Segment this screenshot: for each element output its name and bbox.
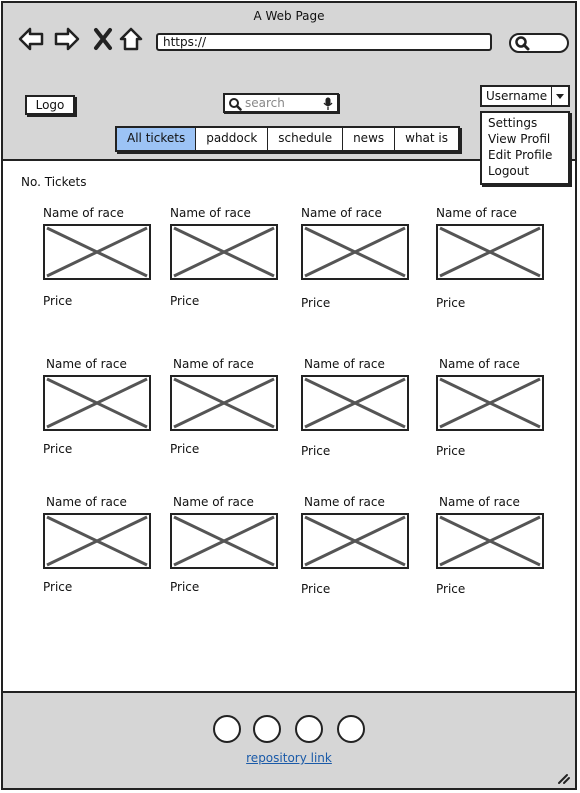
menu-item-edit-profile[interactable]: Edit Profile — [488, 148, 553, 162]
card-title: Name of race — [173, 357, 254, 371]
card-image-placeholder[interactable] — [301, 375, 409, 431]
social-icon-1[interactable] — [213, 715, 241, 743]
image-placeholder-icon — [46, 226, 148, 278]
social-icon-4[interactable] — [337, 715, 365, 743]
card-image-placeholder[interactable] — [170, 375, 278, 431]
image-placeholder-icon — [304, 226, 406, 278]
card-image-placeholder[interactable] — [43, 513, 151, 569]
card-image-placeholder[interactable] — [301, 224, 409, 280]
back-arrow-icon[interactable] — [17, 25, 45, 53]
card-image-placeholder[interactable] — [170, 513, 278, 569]
search-icon — [229, 98, 242, 111]
tab-news[interactable]: news — [343, 128, 396, 150]
browser-titlebar: A Web Page https:// — [3, 3, 575, 77]
home-icon[interactable] — [117, 25, 145, 53]
user-menu: Settings View Profil Edit Profile Logout — [480, 111, 570, 185]
card-image-placeholder[interactable] — [43, 224, 151, 280]
menu-item-logout[interactable]: Logout — [488, 164, 530, 178]
resize-grip-icon[interactable] — [555, 771, 571, 785]
tab-paddock[interactable]: paddock — [196, 128, 269, 150]
repository-link[interactable]: repository link — [246, 751, 332, 765]
card-title: Name of race — [173, 495, 254, 509]
status-bar — [3, 765, 575, 788]
image-placeholder-icon — [439, 377, 541, 429]
browser-search-field[interactable] — [509, 33, 569, 53]
card-image-placeholder[interactable] — [301, 513, 409, 569]
image-placeholder-icon — [304, 377, 406, 429]
logo[interactable]: Logo — [25, 95, 75, 115]
close-icon[interactable] — [89, 25, 117, 53]
card-price: Price — [170, 442, 200, 456]
image-placeholder-icon — [439, 515, 541, 567]
card-price: Price — [436, 296, 466, 310]
card-title: Name of race — [436, 206, 517, 220]
card-title: Name of race — [439, 495, 520, 509]
social-icon-3[interactable] — [295, 715, 323, 743]
image-placeholder-icon — [46, 515, 148, 567]
card-price: Price — [43, 442, 73, 456]
image-placeholder-icon — [439, 226, 541, 278]
site-search-input[interactable]: search — [223, 93, 339, 113]
menu-item-view-profile[interactable]: View Profil — [488, 132, 551, 146]
microphone-icon[interactable] — [323, 97, 333, 111]
card-price: Price — [170, 294, 200, 308]
image-placeholder-icon — [173, 226, 275, 278]
tab-all-tickets[interactable]: All tickets — [117, 128, 197, 150]
site-header: Logo search All tickets paddock schedule… — [3, 75, 575, 161]
image-placeholder-icon — [304, 515, 406, 567]
card-price: Price — [301, 296, 331, 310]
card-title: Name of race — [46, 495, 127, 509]
card-title: Name of race — [46, 357, 127, 371]
tab-schedule[interactable]: schedule — [268, 128, 344, 150]
card-title: Name of race — [439, 357, 520, 371]
image-placeholder-icon — [173, 377, 275, 429]
card-title: Name of race — [170, 206, 251, 220]
search-icon — [515, 36, 530, 51]
search-placeholder: search — [245, 96, 285, 110]
tab-bar: All tickets paddock schedule news what i… — [115, 126, 461, 152]
image-placeholder-icon — [46, 377, 148, 429]
image-placeholder-icon — [173, 515, 275, 567]
card-price: Price — [43, 580, 73, 594]
card-image-placeholder[interactable] — [43, 375, 151, 431]
card-price: Price — [301, 444, 331, 458]
tab-what-is[interactable]: what is — [405, 131, 449, 145]
card-image-placeholder[interactable] — [170, 224, 278, 280]
url-bar[interactable]: https:// — [156, 33, 492, 51]
card-title: Name of race — [301, 206, 382, 220]
card-title: Name of race — [304, 495, 385, 509]
card-price: Price — [43, 294, 73, 308]
card-title: Name of race — [304, 357, 385, 371]
tickets-count-heading: No. Tickets — [21, 175, 87, 189]
site-footer: repository link — [3, 691, 575, 767]
card-price: Price — [170, 580, 200, 594]
username-label: Username — [486, 89, 548, 103]
card-image-placeholder[interactable] — [436, 513, 544, 569]
card-price: Price — [436, 444, 466, 458]
dropdown-toggle[interactable] — [551, 87, 568, 105]
username-dropdown[interactable]: Username — [480, 85, 570, 107]
card-image-placeholder[interactable] — [436, 224, 544, 280]
card-price: Price — [301, 582, 331, 596]
window-title: A Web Page — [253, 9, 325, 23]
card-price: Price — [436, 582, 466, 596]
social-icon-2[interactable] — [253, 715, 281, 743]
chevron-down-icon — [556, 94, 564, 99]
card-image-placeholder[interactable] — [436, 375, 544, 431]
card-title: Name of race — [43, 206, 124, 220]
forward-arrow-icon[interactable] — [53, 25, 81, 53]
menu-item-settings[interactable]: Settings — [488, 116, 538, 130]
